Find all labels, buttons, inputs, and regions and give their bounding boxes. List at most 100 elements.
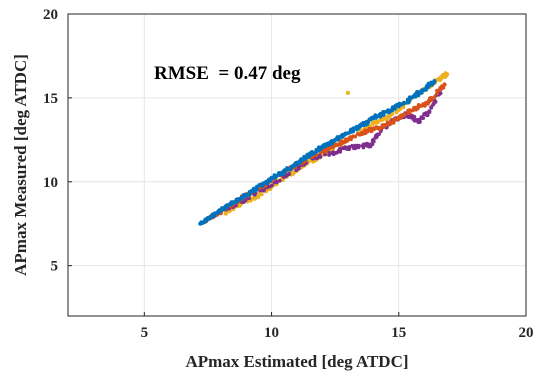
scatter-point <box>343 137 348 142</box>
data-point <box>356 144 361 149</box>
scatter-point <box>412 118 417 123</box>
scatter-point <box>360 131 365 135</box>
data-point <box>279 171 284 176</box>
scatter-point <box>323 152 327 157</box>
scatter-point <box>426 84 431 89</box>
x-tick-label: 15 <box>391 325 406 341</box>
data-points <box>198 71 450 226</box>
scatter-point <box>377 118 382 123</box>
scatter-point <box>243 192 248 197</box>
data-point <box>269 176 274 181</box>
scatter-point <box>274 180 279 185</box>
data-point <box>368 142 373 147</box>
scatter-point <box>294 168 299 173</box>
scatter-point <box>212 214 217 218</box>
scatter-point <box>417 90 421 95</box>
data-point <box>343 146 348 151</box>
data-point <box>376 126 381 131</box>
scatter-point <box>317 153 322 158</box>
scatter-point <box>430 82 435 87</box>
scatter-point <box>335 135 339 140</box>
scatter-point <box>410 108 415 113</box>
scatter-point <box>422 111 427 116</box>
scatter-point <box>397 103 402 107</box>
data-point <box>330 151 335 156</box>
data-point <box>208 214 213 220</box>
data-point <box>320 144 325 149</box>
scatter-point <box>274 174 278 179</box>
data-point <box>371 121 376 126</box>
scatter-point <box>394 110 399 115</box>
scatter-point <box>268 184 272 189</box>
data-point <box>259 183 264 188</box>
scatter-point <box>277 178 282 183</box>
data-point <box>401 112 406 117</box>
scatter-point <box>333 142 338 147</box>
scatter-point <box>356 126 361 130</box>
data-point <box>345 90 350 95</box>
scatter-point <box>407 110 412 115</box>
data-point <box>361 122 366 127</box>
scatter-point <box>202 219 207 224</box>
plot-border <box>67 13 527 317</box>
scatter-point <box>432 98 437 103</box>
scatter-point <box>421 102 425 107</box>
data-point <box>330 139 335 144</box>
data-point <box>371 115 376 121</box>
scatter-point <box>431 101 436 106</box>
scatter-point <box>385 120 390 125</box>
scatter-point <box>409 96 413 100</box>
data-point <box>391 119 396 124</box>
scatter-point <box>253 186 258 191</box>
scatter-point <box>318 147 323 152</box>
x-tick-label: 20 <box>519 325 534 341</box>
data-point <box>338 141 343 146</box>
scatter-point <box>266 179 270 184</box>
scatter-point <box>435 88 439 93</box>
scatter-point <box>350 143 355 148</box>
scatter-point <box>419 116 424 120</box>
scatter-point <box>290 171 294 176</box>
data-point <box>411 94 417 99</box>
data-point <box>350 134 356 139</box>
x-tick-label: 10 <box>264 325 279 341</box>
data-point <box>228 201 233 206</box>
y-tick-label: 20 <box>43 7 58 23</box>
x-tick-label: 5 <box>141 325 149 341</box>
data-point <box>401 100 406 105</box>
scatter-point <box>438 87 442 92</box>
scatter-point <box>335 150 340 155</box>
scatter-point <box>435 91 439 96</box>
data-point <box>300 157 305 163</box>
scatter-point <box>370 127 375 132</box>
data-point <box>432 79 437 84</box>
data-point <box>350 127 356 132</box>
data-point <box>381 110 386 116</box>
data-point <box>442 82 447 87</box>
scatter-point <box>429 105 434 110</box>
scatter-point <box>305 152 310 157</box>
data-point <box>340 132 345 137</box>
scatter-point <box>388 121 393 126</box>
data-point <box>417 119 422 124</box>
scatter-point <box>241 200 246 205</box>
scatter-point <box>432 95 437 99</box>
scatter-point <box>412 115 417 119</box>
scatter-point <box>409 115 413 120</box>
scatter-point <box>259 192 264 197</box>
scatter-point <box>370 138 375 143</box>
scatter-point <box>386 108 391 112</box>
scatter-point <box>375 114 380 118</box>
scatter-point <box>246 192 251 197</box>
scatter-point <box>397 115 401 120</box>
series-0 <box>198 79 437 226</box>
data-point <box>427 109 432 114</box>
data-point <box>310 151 315 156</box>
data-point <box>427 99 432 104</box>
data-point <box>218 208 223 213</box>
data-point <box>289 164 294 169</box>
scatter-point <box>347 146 352 151</box>
y-tick-label: 5 <box>51 259 59 275</box>
scatter-point <box>348 129 353 134</box>
